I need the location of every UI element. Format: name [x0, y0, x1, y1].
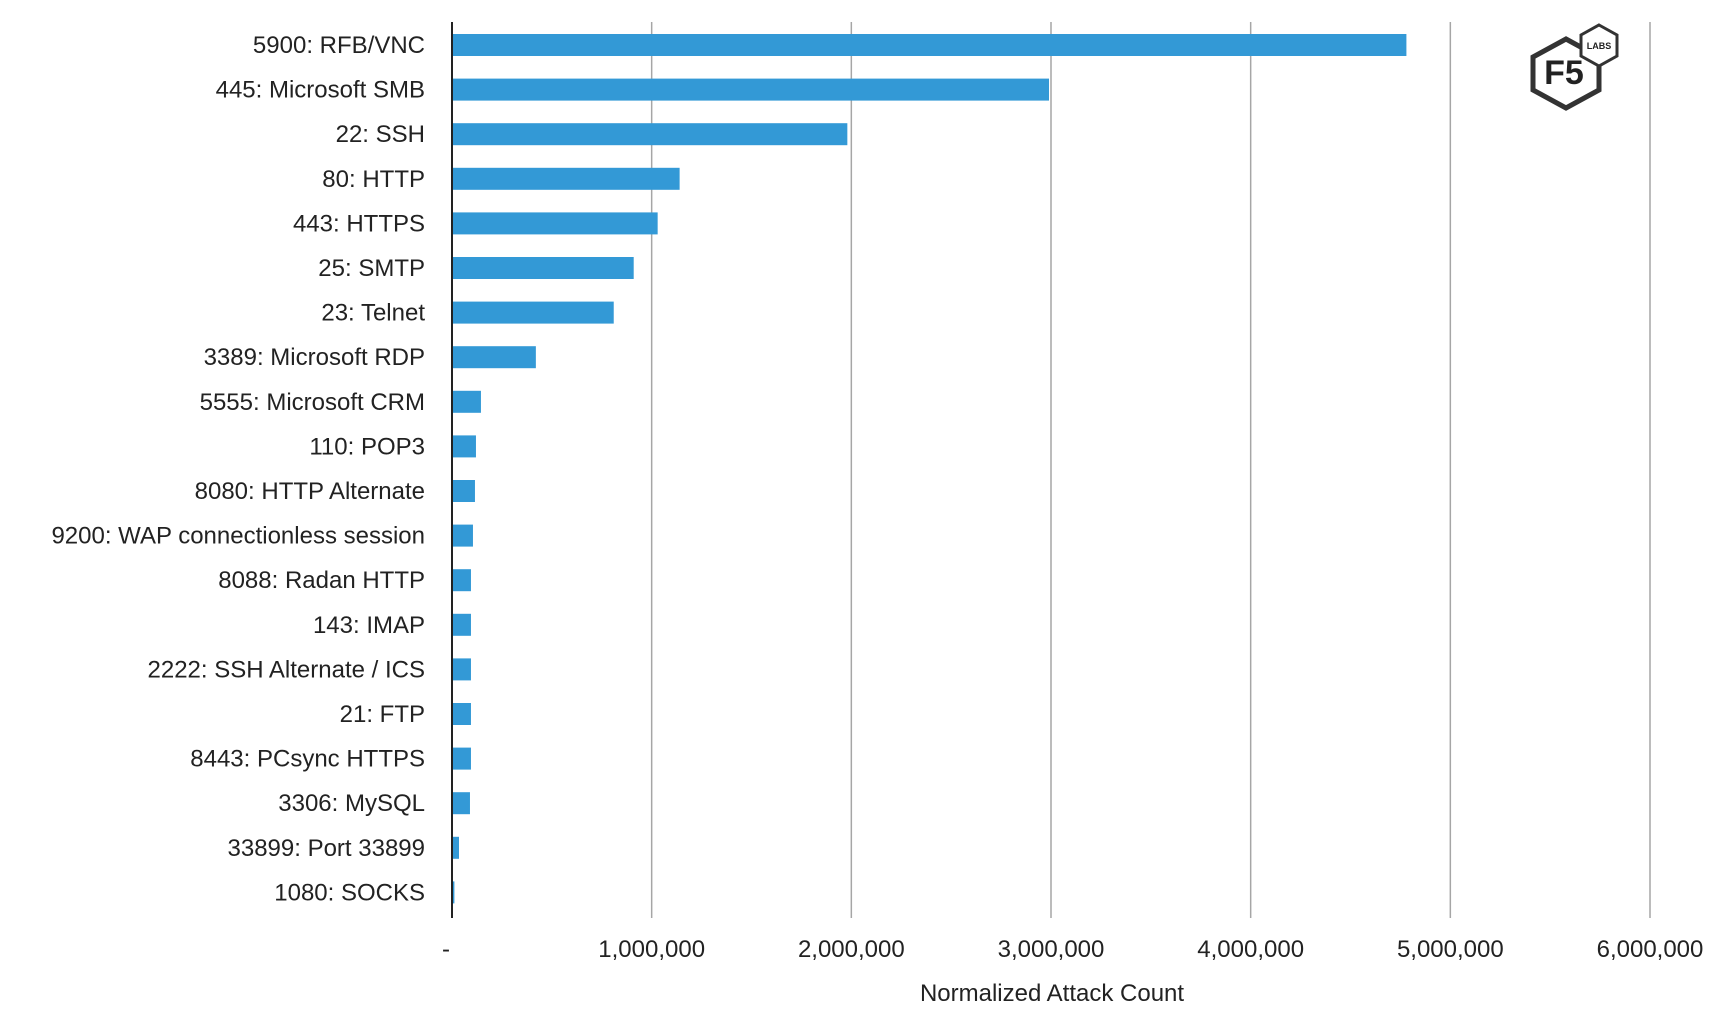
- category-label-8: 5555: Microsoft CRM: [200, 389, 425, 416]
- bar-15: [452, 703, 471, 725]
- x-tick-label-6: 6,000,000: [1597, 936, 1704, 963]
- bar-8: [452, 390, 481, 413]
- x-tick-label-3: 3,000,000: [998, 936, 1105, 963]
- gridlines: [650, 22, 1651, 918]
- category-label-18: 33899: Port 33899: [228, 835, 426, 862]
- category-label-13: 143: IMAP: [313, 612, 425, 639]
- x-tick-label-0: -: [442, 936, 450, 963]
- bar-16: [452, 747, 471, 770]
- category-label-11: 9200: WAP connectionless session: [51, 523, 425, 550]
- bar-18: [452, 836, 459, 859]
- bar-9: [452, 435, 476, 458]
- category-label-7: 3389: Microsoft RDP: [204, 344, 425, 371]
- category-label-17: 3306: MySQL: [278, 790, 425, 817]
- bar-14: [452, 658, 471, 681]
- category-label-19: 1080: SOCKS: [274, 879, 425, 906]
- bar-2: [452, 123, 848, 146]
- category-label-4: 443: HTTPS: [293, 210, 425, 237]
- x-tick-label-2: 2,000,000: [798, 936, 905, 963]
- category-label-9: 110: POP3: [309, 433, 425, 460]
- x-axis-title: Normalized Attack Count: [920, 980, 1184, 1007]
- bars: [452, 34, 1407, 904]
- bar-6: [452, 301, 614, 324]
- x-tick-label-4: 4,000,000: [1197, 936, 1304, 963]
- category-label-0: 5900: RFB/VNC: [253, 32, 425, 59]
- x-tick-labels: - 1,000,000 2,000,000 3,000,000 4,000,000 5,0…: [442, 936, 1703, 963]
- bar-3: [452, 167, 680, 190]
- logo-main-text: F5: [1544, 54, 1584, 92]
- bar-7: [452, 346, 536, 369]
- bar-13: [452, 613, 471, 636]
- bar-19: [452, 881, 455, 904]
- f5-labs-logo: F5 LABS: [1530, 23, 1619, 111]
- category-label-2: 22: SSH: [336, 121, 425, 148]
- category-label-3: 80: HTTP: [322, 166, 425, 193]
- logo-small-hexagon-icon: [1579, 23, 1619, 68]
- category-label-1: 445: Microsoft SMB: [216, 77, 425, 104]
- category-label-16: 8443: PCsync HTTPS: [190, 746, 425, 773]
- category-label-10: 8080: HTTP Alternate: [195, 478, 425, 505]
- bar-10: [452, 480, 475, 502]
- category-labels: 5900: RFB/VNC 445: Microsoft SMB 22: SSH 80…: [51, 32, 425, 906]
- bar-12: [452, 569, 471, 592]
- category-label-5: 25: SMTP: [318, 255, 425, 282]
- category-label-6: 23: Telnet: [321, 300, 425, 327]
- x-tick-label-1: 1,000,000: [598, 936, 705, 963]
- x-tick-label-5: 5,000,000: [1397, 936, 1504, 963]
- category-label-14: 2222: SSH Alternate / ICS: [148, 656, 426, 683]
- bar-1: [452, 78, 1050, 101]
- category-label-12: 8088: Radan HTTP: [218, 567, 425, 594]
- bar-5: [452, 257, 634, 279]
- bar-11: [452, 524, 473, 547]
- category-label-15: 21: FTP: [340, 701, 425, 728]
- logo-sub-text: LABS: [1587, 41, 1612, 51]
- bar-4: [452, 212, 658, 235]
- bar-0: [452, 34, 1407, 56]
- bar-17: [452, 792, 470, 815]
